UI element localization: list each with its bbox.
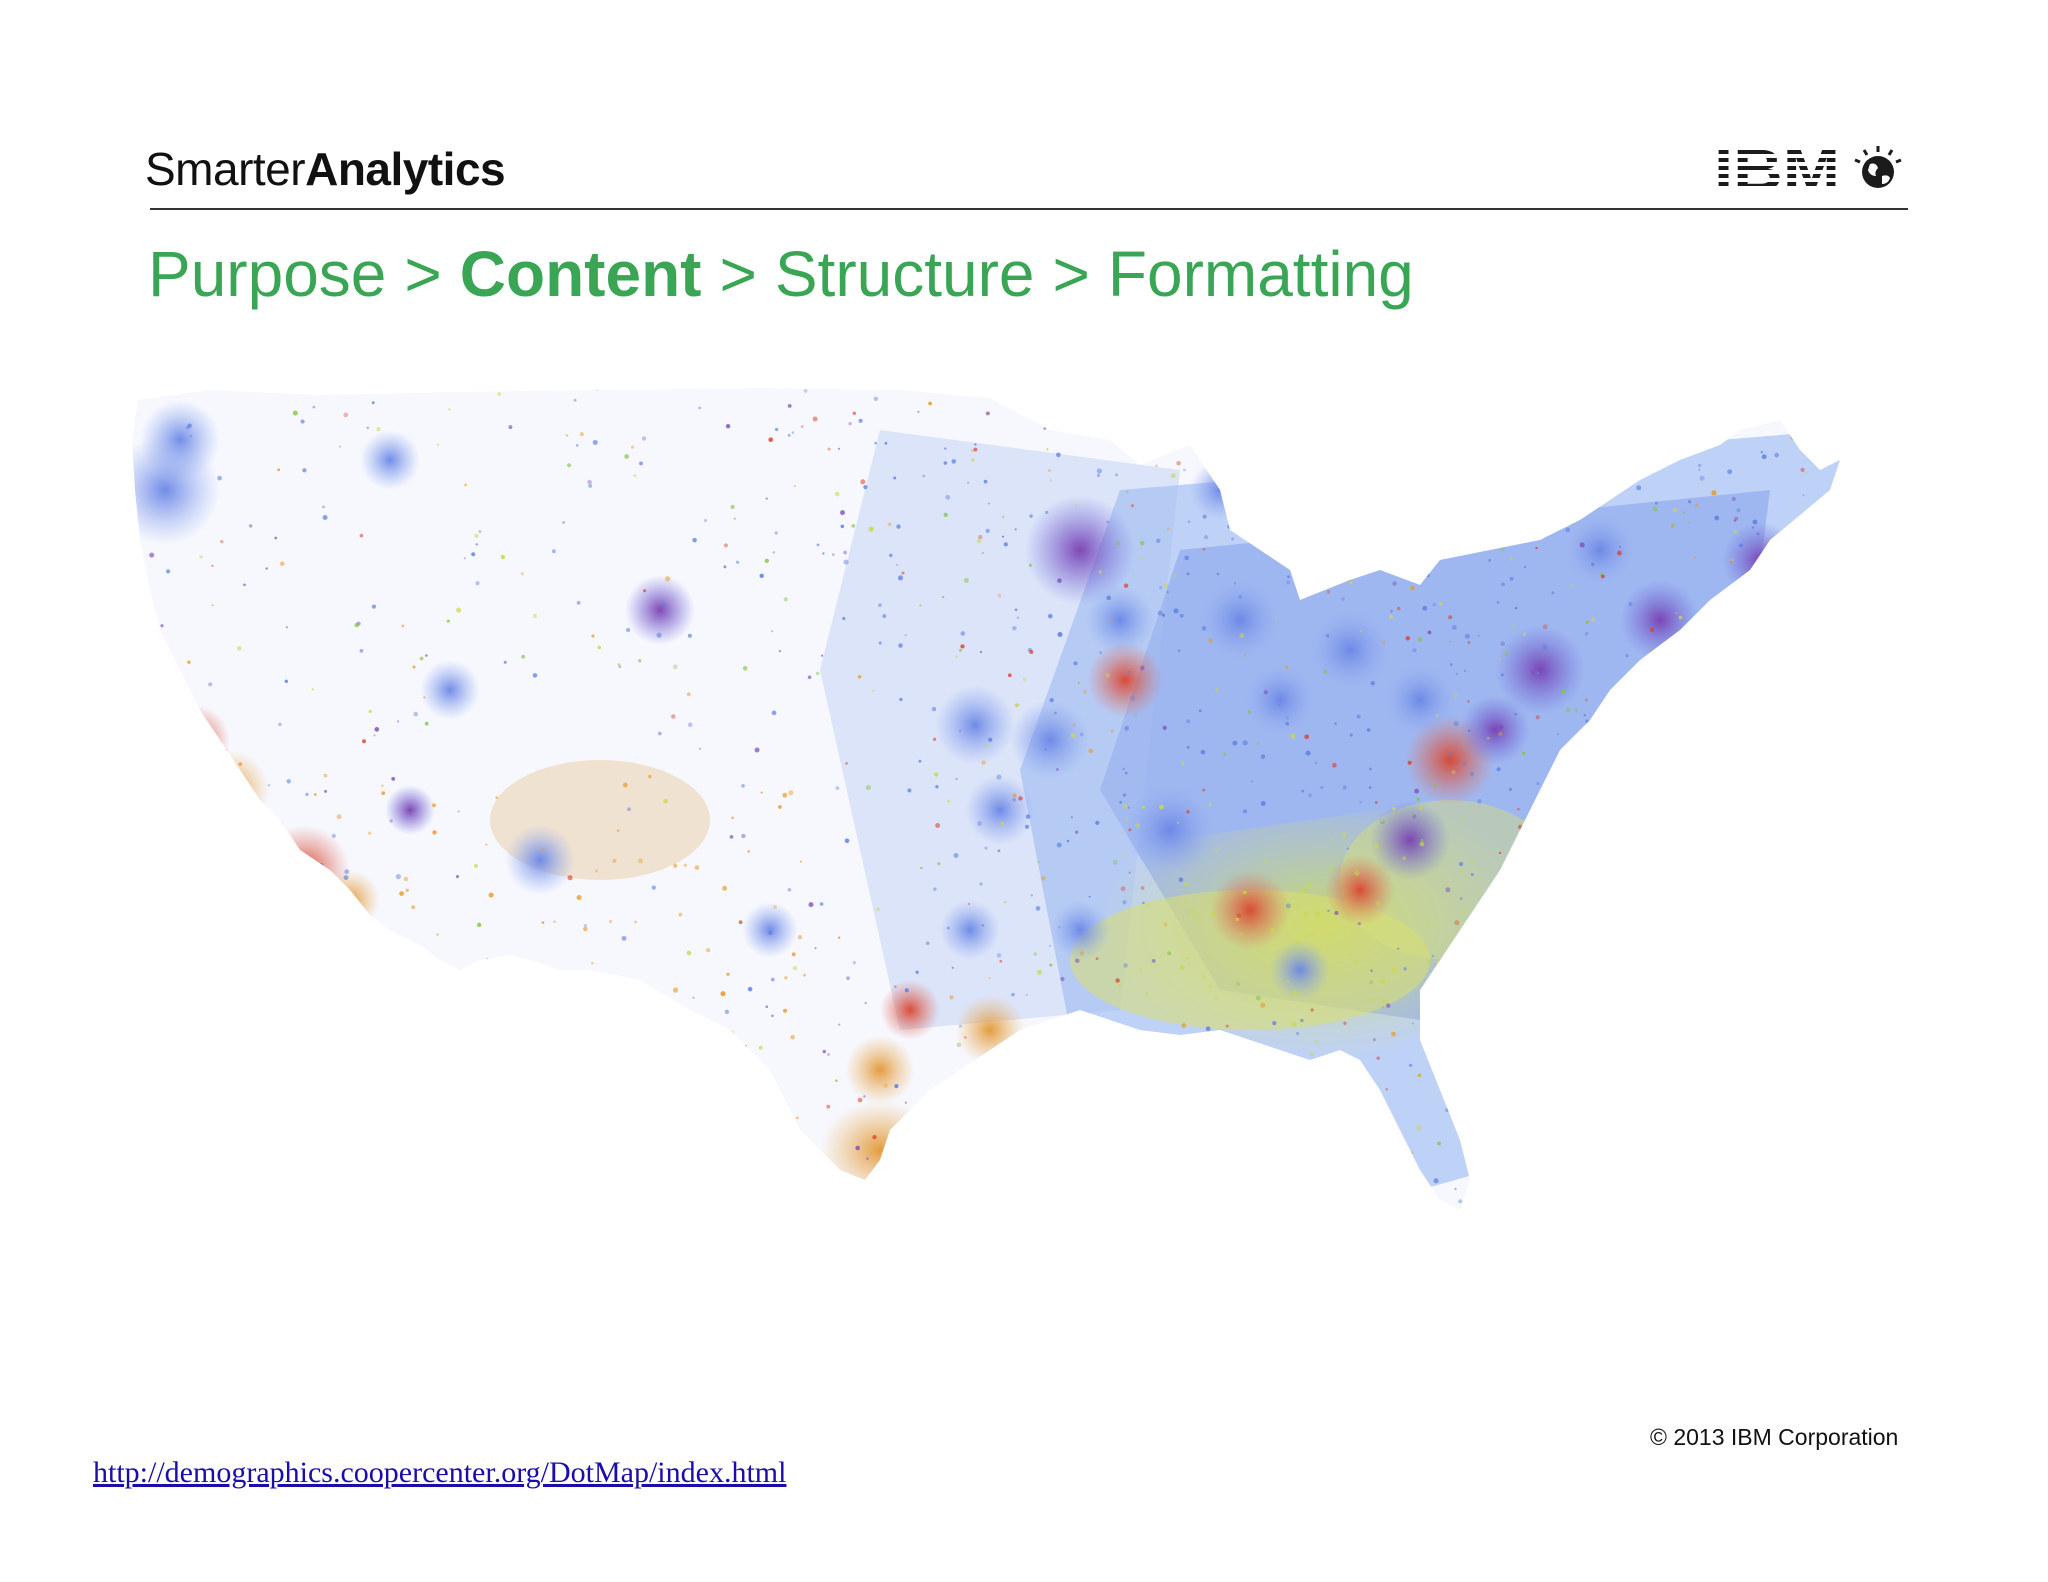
city-cluster xyxy=(1210,870,1290,950)
city-cluster xyxy=(1270,940,1330,1000)
city-cluster xyxy=(505,825,575,895)
city-cluster xyxy=(1190,460,1250,520)
city-cluster xyxy=(1460,940,1520,1000)
breadcrumb-item-purpose: Purpose xyxy=(148,238,387,310)
city-cluster xyxy=(260,825,350,915)
ibm-logo-text: IBM xyxy=(1714,138,1840,198)
city-cluster xyxy=(1010,700,1090,780)
city-cluster xyxy=(160,705,230,775)
breadcrumb-separator: > xyxy=(404,238,442,310)
city-cluster xyxy=(742,902,798,958)
city-cluster xyxy=(1125,785,1215,875)
source-link[interactable]: http://demographics.coopercenter.org/Dot… xyxy=(93,1456,787,1489)
breadcrumb-item-content: Content xyxy=(459,238,702,310)
city-cluster xyxy=(1087,642,1163,718)
city-cluster xyxy=(935,685,1015,765)
smarter-analytics-logo: SmarterAnalytics xyxy=(145,142,506,196)
breadcrumb: Purpose > Content > Structure > Formatting xyxy=(148,236,1414,312)
city-cluster xyxy=(625,575,695,645)
breadcrumb-separator: > xyxy=(719,238,757,310)
city-cluster xyxy=(1085,585,1155,655)
city-cluster xyxy=(1245,665,1315,735)
city-cluster xyxy=(1325,855,1395,925)
copyright-text: © 2013 IBM Corporation xyxy=(1650,1424,1899,1450)
city-cluster xyxy=(955,995,1025,1065)
city-cluster xyxy=(1460,695,1530,765)
city-cluster xyxy=(1385,665,1455,735)
city-cluster xyxy=(360,430,420,490)
city-cluster xyxy=(845,1035,915,1105)
header-divider xyxy=(150,208,1908,210)
city-cluster xyxy=(320,870,380,930)
city-cluster xyxy=(1050,900,1110,960)
brand-light-text: Smarter xyxy=(145,143,306,195)
globe-spark-icon xyxy=(1854,146,1902,188)
breadcrumb-item-structure: Structure xyxy=(774,238,1035,310)
city-cluster xyxy=(1370,800,1450,880)
city-cluster xyxy=(1200,580,1280,660)
city-cluster xyxy=(385,785,435,835)
ibm-logo: IBM xyxy=(1714,138,1904,198)
city-cluster xyxy=(1310,610,1390,690)
city-cluster xyxy=(965,775,1035,845)
city-cluster xyxy=(1502,1042,1558,1098)
city-cluster xyxy=(940,900,1000,960)
city-cluster xyxy=(1495,625,1585,715)
us-population-dot-map xyxy=(120,370,1930,1360)
brand-bold-text: Analytics xyxy=(305,143,506,195)
city-cluster xyxy=(1620,580,1700,660)
city-cluster xyxy=(420,660,480,720)
city-cluster xyxy=(190,750,270,830)
map-body xyxy=(132,388,1840,1210)
city-cluster xyxy=(880,980,940,1040)
breadcrumb-separator: > xyxy=(1052,238,1090,310)
breadcrumb-item-formatting: Formatting xyxy=(1107,238,1414,310)
city-cluster xyxy=(1565,515,1635,585)
